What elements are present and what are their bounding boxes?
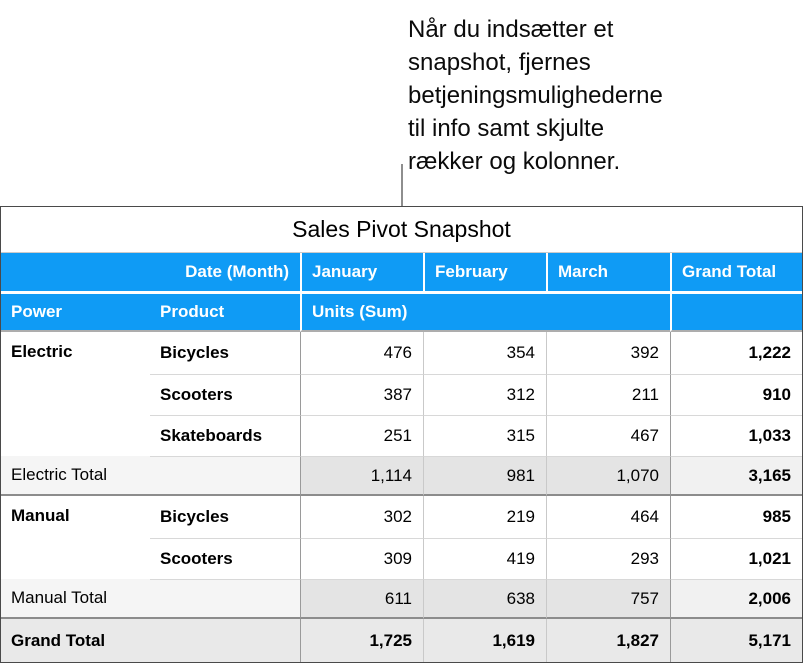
value-cell[interactable]: 464 xyxy=(546,496,670,538)
row-total-cell[interactable]: 1,222 xyxy=(670,332,802,374)
value-cell[interactable]: 309 xyxy=(300,538,423,579)
subtotal-cell[interactable]: 757 xyxy=(546,579,670,619)
row-label-bicycles[interactable]: Bicycles xyxy=(150,496,300,538)
table-title-cell[interactable]: Sales Pivot Snapshot xyxy=(1,207,802,253)
subtotal-cell[interactable]: 981 xyxy=(423,456,546,496)
row-label-scooters[interactable]: Scooters xyxy=(150,374,300,415)
header-product[interactable]: Product xyxy=(150,294,300,332)
empty-cell[interactable] xyxy=(150,579,300,619)
row-total-cell[interactable]: 985 xyxy=(670,496,802,538)
header-february[interactable]: February xyxy=(423,253,546,294)
value-cell[interactable]: 293 xyxy=(546,538,670,579)
value-cell[interactable]: 387 xyxy=(300,374,423,415)
header-power[interactable]: Power xyxy=(1,294,150,332)
subtotal-cell[interactable]: 638 xyxy=(423,579,546,619)
electric-total-label[interactable]: Electric Total xyxy=(1,456,150,496)
pivot-table: Sales Pivot Snapshot Date (Month) Januar… xyxy=(0,206,803,663)
value-cell[interactable]: 219 xyxy=(423,496,546,538)
row-label-scooters[interactable]: Scooters xyxy=(150,538,300,579)
header-date-month[interactable]: Date (Month) xyxy=(1,253,300,294)
grand-total-cell[interactable]: 1,619 xyxy=(423,619,546,662)
annotation-line: rækker og kolonner. xyxy=(408,148,621,175)
row-total-cell[interactable]: 910 xyxy=(670,374,802,415)
row-label-manual[interactable]: Manual xyxy=(1,496,150,579)
subtotal-cell[interactable]: 1,070 xyxy=(546,456,670,496)
grand-total-grand-cell[interactable]: 5,171 xyxy=(670,619,802,662)
manual-total-label[interactable]: Manual Total xyxy=(1,579,150,619)
annotation-text: Når du indsætter et snapshot, fjernes be… xyxy=(408,13,663,178)
value-cell[interactable]: 392 xyxy=(546,332,670,374)
value-cell[interactable]: 476 xyxy=(300,332,423,374)
value-cell[interactable]: 211 xyxy=(546,374,670,415)
annotation-line: Når du indsætter et xyxy=(408,16,614,43)
row-label-skateboards[interactable]: Skateboards xyxy=(150,415,300,456)
row-total-cell[interactable]: 1,033 xyxy=(670,415,802,456)
annotation-line: til info samt skjulte xyxy=(408,115,605,142)
subtotal-cell[interactable]: 1,114 xyxy=(300,456,423,496)
row-total-cell[interactable]: 1,021 xyxy=(670,538,802,579)
row-label-bicycles[interactable]: Bicycles xyxy=(150,332,300,374)
subtotal-grand-cell[interactable]: 2,006 xyxy=(670,579,802,619)
value-cell[interactable]: 467 xyxy=(546,415,670,456)
header-units-sum[interactable]: Units (Sum) xyxy=(300,294,670,332)
header-empty-cell[interactable] xyxy=(670,294,802,332)
grand-total-cell[interactable]: 1,725 xyxy=(300,619,423,662)
header-january[interactable]: January xyxy=(300,253,423,294)
value-cell[interactable]: 315 xyxy=(423,415,546,456)
value-cell[interactable]: 251 xyxy=(300,415,423,456)
subtotal-grand-cell[interactable]: 3,165 xyxy=(670,456,802,496)
value-cell[interactable]: 419 xyxy=(423,538,546,579)
value-cell[interactable]: 302 xyxy=(300,496,423,538)
header-march[interactable]: March xyxy=(546,253,670,294)
grand-total-label[interactable]: Grand Total xyxy=(1,619,300,662)
row-label-electric[interactable]: Electric xyxy=(1,332,150,456)
callout-line xyxy=(401,164,403,206)
header-grand-total[interactable]: Grand Total xyxy=(670,253,802,294)
grand-total-cell[interactable]: 1,827 xyxy=(546,619,670,662)
annotation-line: betjeningsmulighederne xyxy=(408,82,663,109)
subtotal-cell[interactable]: 611 xyxy=(300,579,423,619)
value-cell[interactable]: 312 xyxy=(423,374,546,415)
value-cell[interactable]: 354 xyxy=(423,332,546,374)
annotation-line: snapshot, fjernes xyxy=(408,49,591,76)
empty-cell[interactable] xyxy=(150,456,300,496)
